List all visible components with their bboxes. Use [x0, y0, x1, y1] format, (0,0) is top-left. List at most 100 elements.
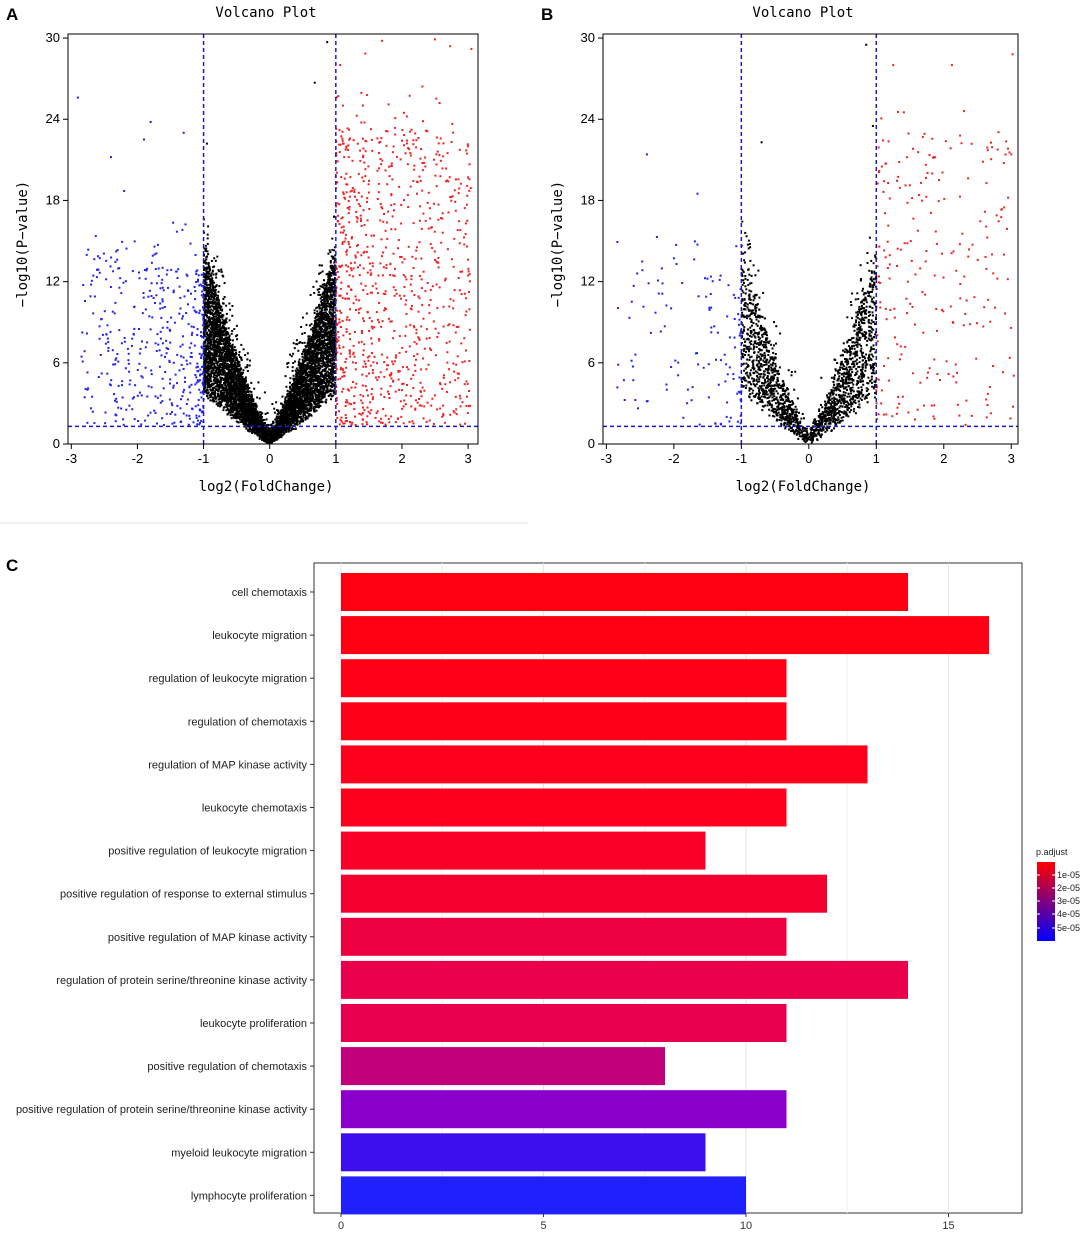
point-ns [234, 383, 237, 386]
point-ns [211, 333, 214, 336]
point-ns [320, 383, 323, 386]
point-ns [304, 398, 307, 401]
point-ns [216, 332, 219, 335]
point-ns [204, 378, 207, 380]
point-ns [218, 402, 220, 405]
point-ns [311, 374, 314, 377]
point-ns [315, 374, 318, 377]
point-ns [237, 378, 240, 381]
point-ns [328, 379, 331, 382]
point-ns [330, 282, 333, 285]
point-ns [314, 350, 317, 353]
point-ns [243, 389, 246, 392]
point-ns [209, 305, 212, 308]
point-ns [303, 360, 306, 363]
point-ns [297, 391, 300, 394]
point-ns [261, 437, 264, 440]
point-ns [299, 398, 302, 401]
point-ns [295, 375, 298, 378]
point-ns [287, 402, 290, 404]
point-ns [227, 411, 230, 414]
point-ns [211, 312, 214, 315]
point-ns [317, 318, 320, 321]
point-ns [234, 365, 237, 368]
point-ns [224, 375, 227, 378]
point-ns [306, 382, 309, 385]
point-ns [263, 422, 266, 425]
point-ns [245, 384, 248, 387]
point-ns [321, 307, 324, 310]
point-ns [267, 428, 270, 431]
point-ns [240, 413, 243, 416]
point-ns [315, 307, 318, 310]
point-ns [329, 251, 332, 254]
point-ns [327, 321, 330, 324]
point-ns [247, 418, 250, 421]
point-ns [310, 406, 313, 409]
point-ns [321, 270, 324, 273]
point-ns [288, 392, 291, 395]
point-ns [330, 345, 333, 348]
x-tick-label: 2 [398, 451, 405, 466]
point-ns [212, 266, 215, 268]
point-ns [249, 359, 251, 362]
point-ns [300, 418, 303, 421]
point-ns [237, 364, 240, 367]
point-ns [324, 288, 327, 291]
point-ns [237, 397, 240, 400]
point-ns [317, 369, 320, 372]
point-ns [332, 281, 335, 284]
point-ns [225, 341, 228, 344]
point-ns [211, 389, 214, 392]
point-ns [228, 342, 231, 345]
point-ns [213, 321, 216, 324]
point-ns [235, 388, 238, 391]
point-ns [289, 412, 292, 414]
point-ns [310, 404, 313, 407]
point-ns [326, 332, 329, 334]
point-ns [207, 299, 209, 302]
point-ns [211, 329, 214, 332]
point-ns [316, 343, 319, 346]
y-tick-label: 18 [46, 192, 60, 207]
point-ns [296, 368, 299, 371]
point-ns [224, 403, 227, 406]
point-ns [296, 417, 298, 420]
point-ns [327, 360, 330, 363]
point-ns [230, 354, 233, 357]
point-ns [206, 237, 209, 240]
point-ns [318, 398, 321, 401]
point-ns [333, 378, 336, 381]
point-ns [307, 344, 310, 347]
point-ns [310, 414, 313, 417]
point-ns [221, 389, 224, 392]
point-ns [238, 410, 241, 412]
point-ns [234, 378, 237, 381]
point-ns [315, 326, 318, 329]
point-ns [227, 364, 230, 366]
point-ns [317, 363, 320, 366]
point-ns [284, 398, 287, 401]
point-ns [314, 373, 316, 376]
point-ns [207, 287, 210, 289]
point-ns [229, 411, 232, 414]
point-ns [245, 380, 247, 383]
point-ns [298, 405, 301, 408]
point-ns [237, 380, 240, 383]
point-ns [282, 422, 284, 424]
point-ns [331, 323, 334, 326]
point-ns [299, 389, 302, 392]
point-ns [245, 427, 248, 430]
point-ns [209, 295, 212, 298]
y-axis-label-a: −log10(P−value) [15, 181, 31, 307]
point-ns [328, 334, 331, 337]
point-ns [293, 381, 296, 384]
x-axis-label-a: log2(FoldChange) [199, 479, 334, 495]
point-ns [324, 339, 327, 342]
point-ns [245, 422, 247, 425]
point-ns [230, 407, 233, 409]
point-ns [260, 411, 263, 414]
point-ns [206, 372, 209, 375]
point-ns [297, 399, 300, 402]
